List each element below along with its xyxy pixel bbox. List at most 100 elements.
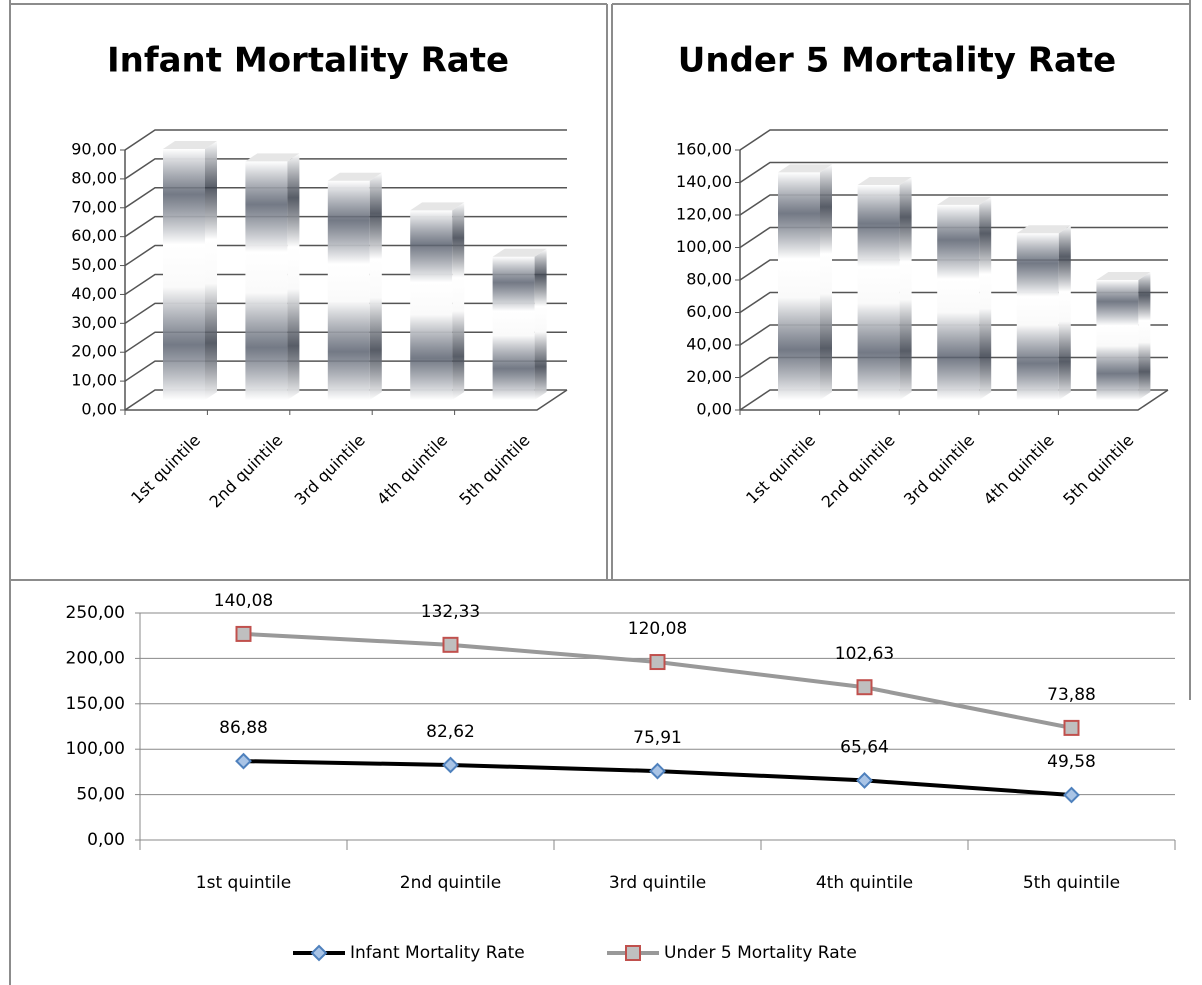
bar bbox=[410, 210, 453, 400]
y-tick-label: 60,00 bbox=[686, 302, 732, 321]
data-label: 49,58 bbox=[1047, 752, 1096, 772]
legend-label: Infant Mortality Rate bbox=[350, 943, 525, 963]
grid-line bbox=[124, 187, 567, 209]
point bbox=[856, 679, 873, 696]
point bbox=[442, 756, 459, 774]
y-tick-label: 250,00 bbox=[66, 603, 125, 623]
y-tick-label: 160,00 bbox=[676, 140, 732, 159]
y-tick-label: 50,00 bbox=[71, 255, 117, 274]
x-tick-label: 1st quintile bbox=[196, 873, 291, 893]
y-tick-label: 80,00 bbox=[686, 270, 732, 289]
x-tick-label: 2nd quintile bbox=[205, 431, 286, 512]
x-tick-label: 1st quintile bbox=[127, 431, 204, 508]
bar-top bbox=[410, 202, 465, 211]
y-tick-label: 200,00 bbox=[66, 648, 125, 668]
line bbox=[243, 631, 1072, 730]
bar-side bbox=[369, 172, 382, 400]
y-tick-label: 120,00 bbox=[676, 205, 732, 224]
bar bbox=[1016, 233, 1059, 400]
x-tick-label: 2nd quintile bbox=[818, 431, 899, 512]
point bbox=[1063, 719, 1080, 736]
y-tick-label: 60,00 bbox=[71, 226, 117, 245]
y-tick-label: 20,00 bbox=[686, 367, 732, 386]
bar bbox=[778, 172, 820, 400]
bar bbox=[327, 180, 370, 400]
y-tick-label: 50,00 bbox=[76, 785, 125, 805]
bar-top bbox=[327, 172, 382, 181]
chart-title: Under 5 Mortality Rate bbox=[678, 41, 1116, 81]
grid-line bbox=[124, 158, 567, 180]
grid-line bbox=[739, 161, 1168, 184]
point bbox=[442, 636, 459, 653]
data-label: 120,08 bbox=[628, 619, 687, 639]
bar-side bbox=[205, 141, 217, 400]
bar bbox=[492, 256, 535, 400]
x-tick-label: 4th quintile bbox=[816, 873, 913, 893]
bar-side bbox=[1058, 225, 1071, 400]
bar-side bbox=[979, 196, 992, 400]
legend-marker bbox=[625, 945, 641, 961]
y-tick-label: 90,00 bbox=[71, 140, 117, 159]
data-label: 73,88 bbox=[1047, 685, 1096, 705]
bar-top bbox=[163, 141, 217, 150]
bar-top bbox=[778, 164, 832, 173]
x-tick-label: 1st quintile bbox=[742, 431, 819, 508]
bar-top bbox=[937, 196, 992, 205]
x-tick-label: 4th quintile bbox=[980, 431, 1058, 509]
bar-side bbox=[452, 202, 465, 400]
data-label: 102,63 bbox=[835, 644, 894, 664]
bar-top bbox=[1096, 271, 1151, 280]
data-label: 82,62 bbox=[426, 722, 475, 742]
bar-side bbox=[899, 176, 912, 400]
y-tick-label: 150,00 bbox=[66, 694, 125, 714]
bar-side bbox=[820, 164, 832, 400]
floor-edge bbox=[740, 389, 1169, 411]
x-tick-label: 3rd quintile bbox=[291, 431, 369, 509]
x-tick-label: 2nd quintile bbox=[400, 873, 501, 893]
y-tick-label: 0,00 bbox=[87, 830, 125, 850]
bar-top bbox=[857, 176, 912, 185]
y-tick-label: 140,00 bbox=[676, 172, 732, 191]
y-tick-label: 40,00 bbox=[686, 335, 732, 354]
bar-top bbox=[245, 153, 300, 162]
x-tick-label: 3rd quintile bbox=[900, 431, 978, 509]
bar-top bbox=[492, 248, 547, 257]
data-label: 65,64 bbox=[840, 737, 889, 757]
y-tick-label: 40,00 bbox=[71, 284, 117, 303]
x-tick-label: 5th quintile bbox=[455, 431, 533, 509]
panel-borders bbox=[9, 0, 1191, 985]
x-tick-label: 3rd quintile bbox=[609, 873, 706, 893]
x-tick-label: 5th quintile bbox=[1059, 431, 1137, 509]
data-label: 86,88 bbox=[219, 718, 268, 738]
data-label: 140,08 bbox=[214, 591, 273, 611]
bar-side bbox=[1138, 271, 1151, 400]
bar bbox=[937, 204, 980, 400]
y-tick-label: 20,00 bbox=[71, 342, 117, 361]
floor-edge bbox=[125, 389, 568, 411]
point bbox=[649, 654, 666, 671]
legend-marker bbox=[310, 944, 328, 962]
grid-line bbox=[739, 194, 1168, 216]
grid-line bbox=[739, 129, 1168, 151]
data-label: 75,91 bbox=[633, 728, 682, 748]
y-tick-label: 80,00 bbox=[71, 168, 117, 187]
y-tick-label: 0,00 bbox=[696, 400, 732, 419]
point bbox=[856, 771, 873, 789]
bar-top bbox=[1016, 225, 1071, 234]
bar bbox=[245, 161, 288, 400]
grid-line bbox=[124, 129, 567, 151]
y-tick-label: 70,00 bbox=[71, 197, 117, 216]
bar-side bbox=[287, 153, 300, 400]
bar bbox=[857, 184, 900, 400]
point bbox=[649, 762, 666, 780]
legend-label: Under 5 Mortality Rate bbox=[664, 943, 857, 963]
point bbox=[1063, 786, 1080, 804]
x-tick-label: 5th quintile bbox=[1023, 873, 1120, 893]
point bbox=[235, 625, 252, 642]
x-tick-label: 4th quintile bbox=[373, 431, 451, 509]
data-label: 132,33 bbox=[421, 602, 480, 622]
point bbox=[235, 752, 252, 770]
y-tick-label: 30,00 bbox=[71, 313, 117, 332]
y-tick-label: 100,00 bbox=[66, 739, 125, 759]
